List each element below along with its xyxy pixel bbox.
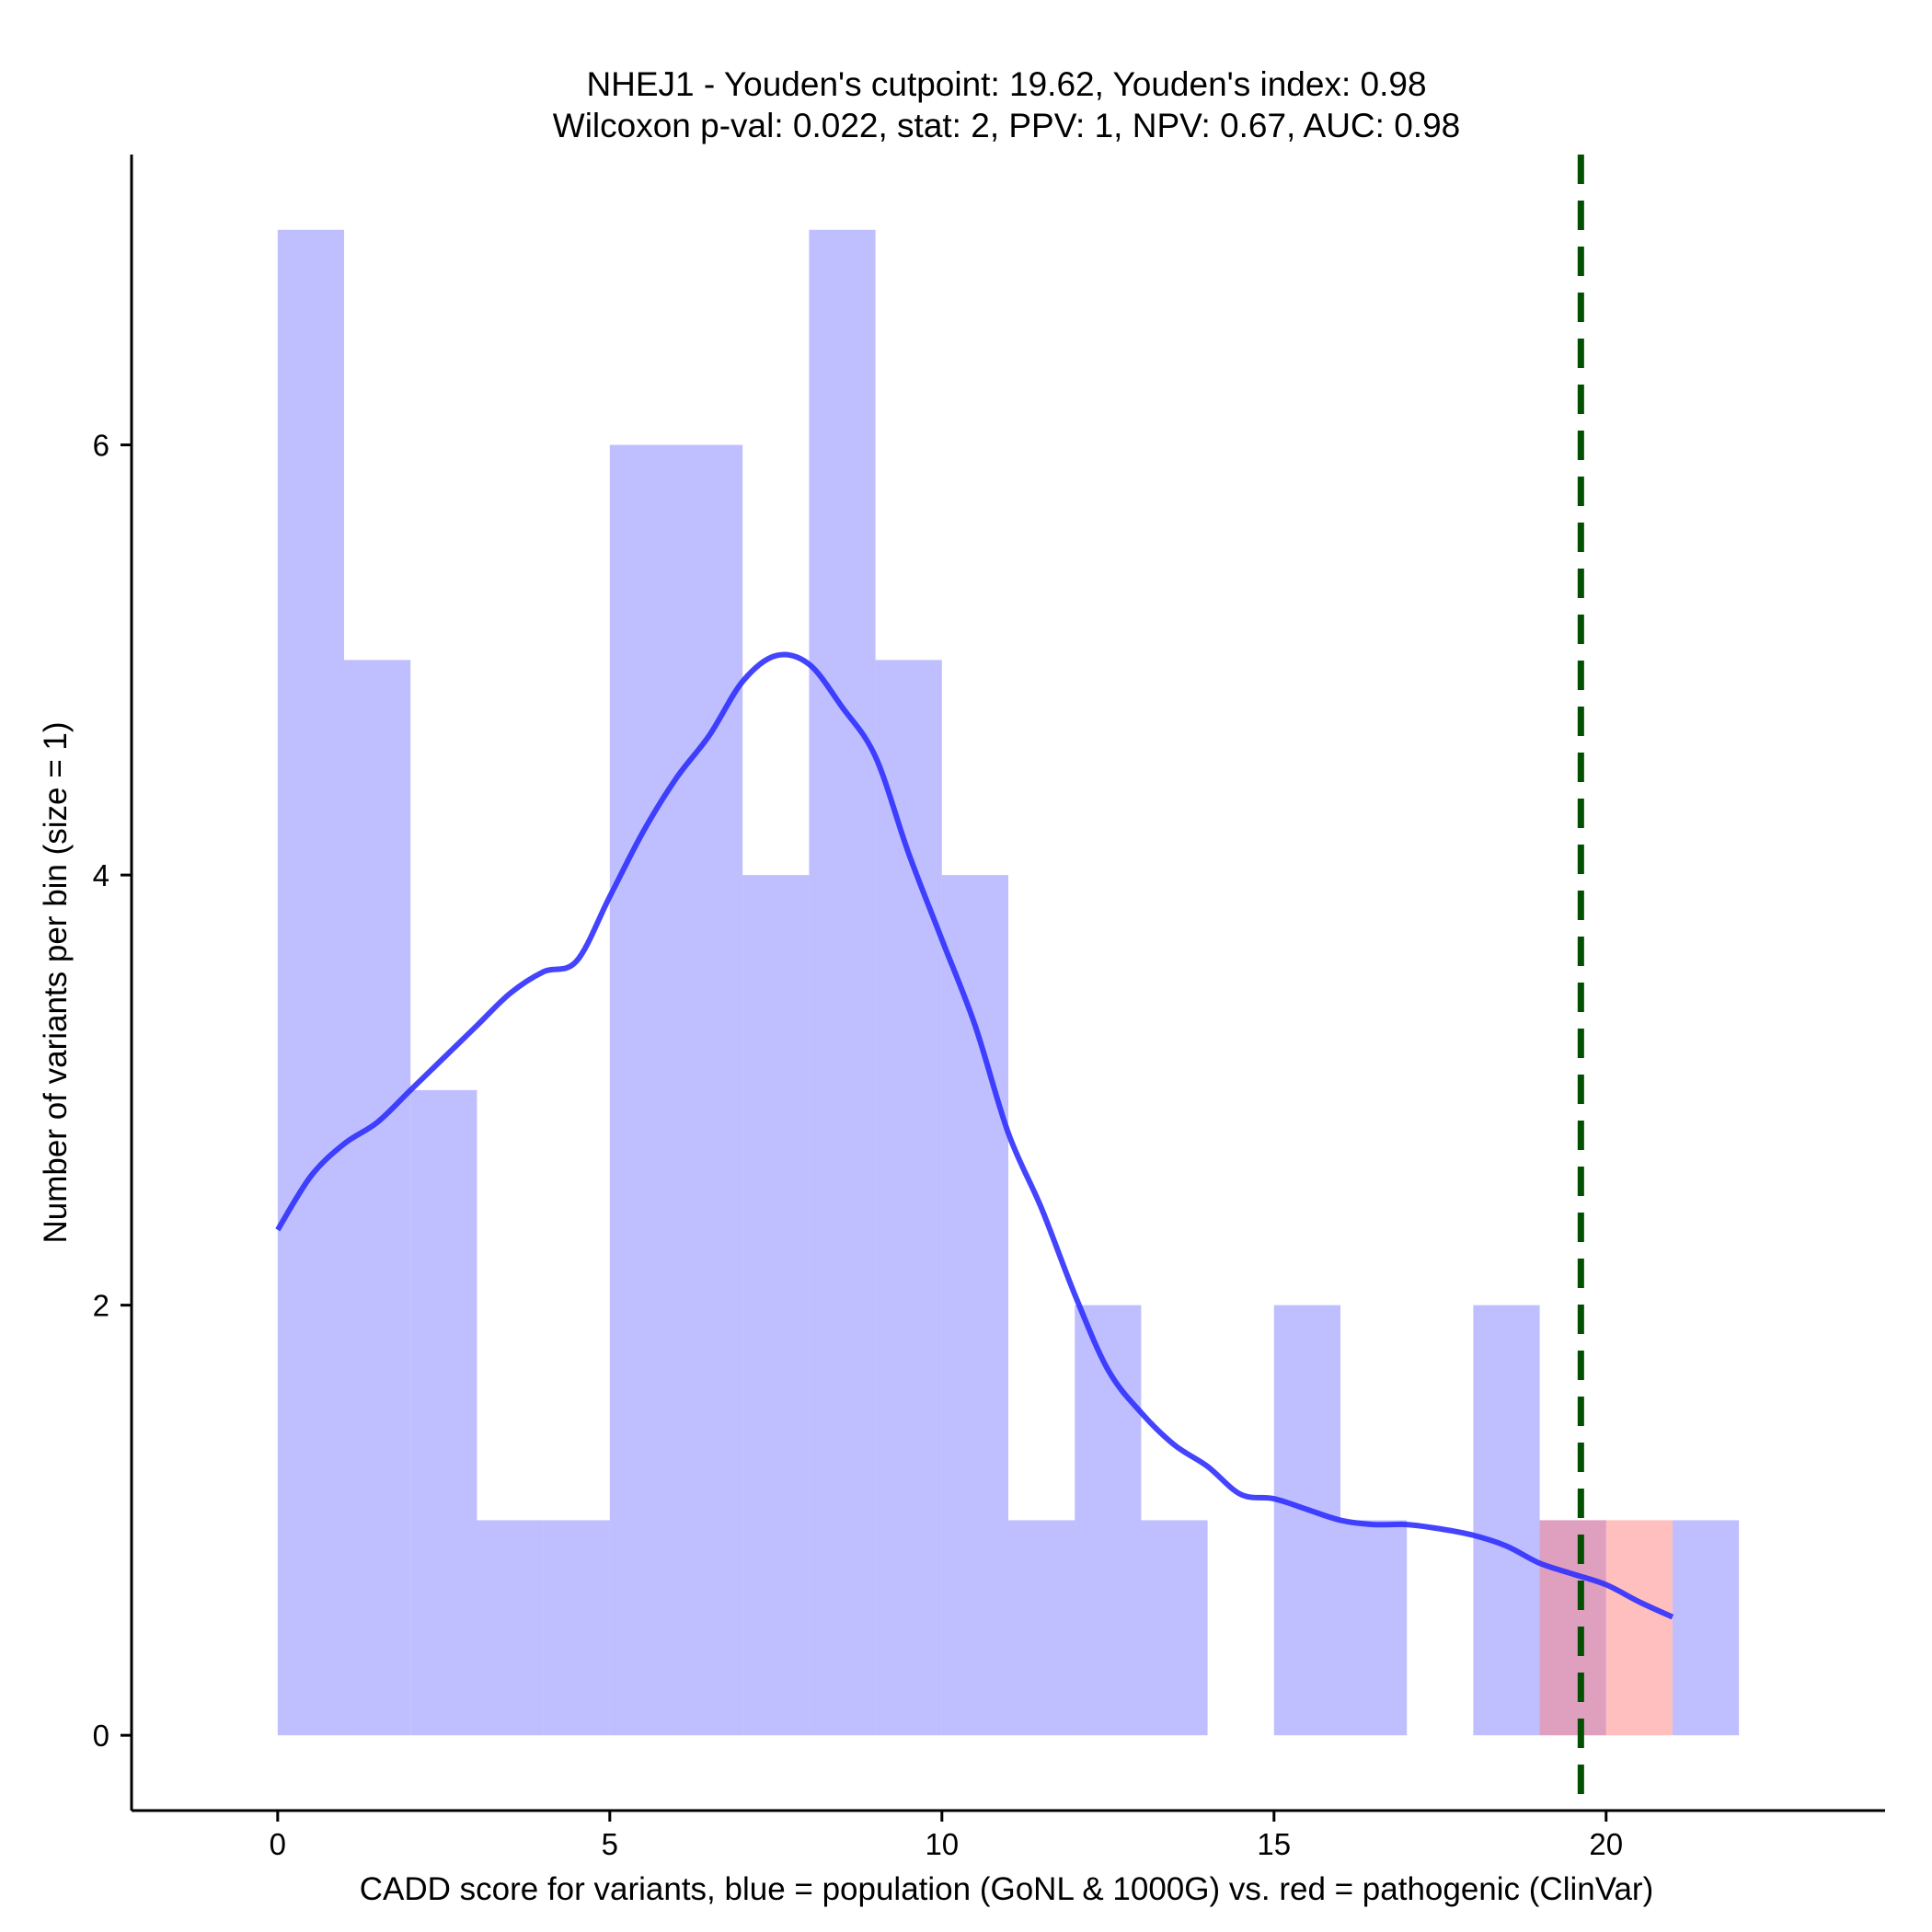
x-tick-label: 20 xyxy=(1589,1827,1623,1861)
population-bar xyxy=(676,444,743,1736)
population-bar xyxy=(875,660,942,1736)
y-tick-label: 2 xyxy=(93,1289,109,1323)
population-bar xyxy=(344,660,411,1736)
population-bar xyxy=(1273,1305,1340,1736)
pathogenic-bar xyxy=(1605,1520,1673,1736)
population-bar xyxy=(742,875,810,1736)
chart-subtitle: Wilcoxon p-val: 0.022, stat: 2, PPV: 1, … xyxy=(553,107,1460,144)
y-axis-label: Number of variants per bin (size = 1) xyxy=(38,721,74,1243)
population-bar xyxy=(543,1520,610,1736)
x-tick-label: 5 xyxy=(602,1827,618,1861)
population-bar xyxy=(1075,1305,1142,1736)
chart-title: NHEJ1 - Youden's cutpoint: 19.62, Youden… xyxy=(586,65,1426,103)
population-bar xyxy=(1473,1305,1540,1736)
population-bar xyxy=(1672,1520,1740,1736)
x-tick-label: 15 xyxy=(1257,1827,1291,1861)
population-bar xyxy=(410,1089,477,1736)
x-axis-label: CADD score for variants, blue = populati… xyxy=(360,1871,1654,1907)
population-bar xyxy=(609,444,677,1736)
population-bar xyxy=(477,1520,544,1736)
population-bar xyxy=(809,229,876,1736)
overlay-lines xyxy=(275,155,1674,1811)
x-axis-ticks: 0 5 10 15 20 xyxy=(270,1811,1623,1861)
y-tick-label: 4 xyxy=(93,858,109,892)
x-tick-label: 10 xyxy=(925,1827,959,1861)
population-bar xyxy=(277,229,345,1736)
population-bar xyxy=(1008,1520,1075,1736)
density-curve xyxy=(275,651,1674,1620)
y-tick-label: 6 xyxy=(93,429,109,463)
histogram-bars xyxy=(277,229,1740,1736)
y-tick-label: 0 xyxy=(93,1719,109,1753)
population-bar xyxy=(941,875,1008,1736)
population-bar xyxy=(1141,1520,1208,1736)
pathogenic-bar xyxy=(1539,1520,1606,1736)
population-bar xyxy=(1340,1520,1408,1736)
y-axis-ticks: 0 2 4 6 xyxy=(93,429,132,1753)
x-tick-label: 0 xyxy=(270,1827,286,1861)
